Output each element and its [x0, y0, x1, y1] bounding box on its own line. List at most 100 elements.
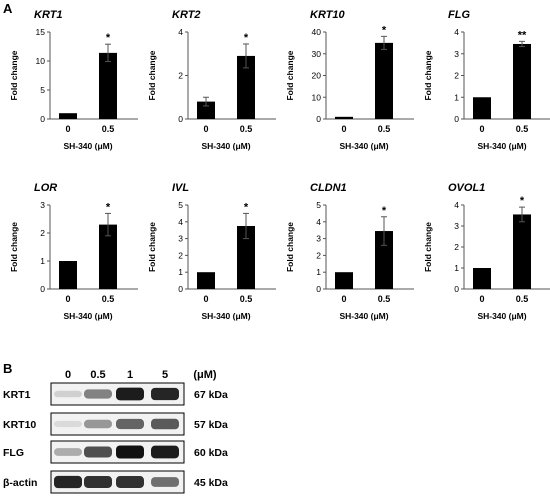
blot-concentration-label: 0: [65, 369, 71, 381]
blot-band: [151, 477, 179, 487]
blot-protein-label: KRT1: [3, 389, 31, 401]
y-tick-label: 10: [36, 56, 46, 66]
chart-title: KRT10: [310, 9, 346, 21]
y-tick-label: 0: [316, 284, 321, 294]
x-tick-label: 0: [65, 124, 70, 134]
western-blot: 0 0.5 1 5 (μM) KRT1 67 kDa KRT10 57 kDa FLG 60 kDa…: [3, 369, 228, 494]
chart-title: KRT1: [34, 9, 63, 21]
y-tick-label: 4: [454, 200, 459, 210]
chart-krt1: KRT1 Fold change 0 5 10 15 0 * 0.5 SH-340 (μM): [9, 9, 138, 151]
chart-lor: LOR Fold change 0 1 2 3 0 * 0.5 SH-340 (μM): [9, 182, 138, 321]
x-axis-label: SH-340 (μM): [63, 311, 112, 321]
significance-marker: *: [382, 24, 387, 36]
bar: [197, 272, 215, 289]
y-tick-label: 5: [316, 200, 321, 210]
bar: [99, 52, 117, 119]
bar: [335, 116, 353, 119]
bar: [375, 231, 393, 289]
x-tick-label: 0.5: [240, 124, 253, 134]
bar: [513, 43, 531, 119]
chart-ovol1: OVOL1 Fold change 0 1 2 3 4 0 * 0.5 SH-340 (μM): [423, 182, 550, 321]
y-tick-label: 0: [178, 284, 183, 294]
y-tick-label: 3: [316, 234, 321, 244]
blot-concentration-label: 5: [162, 369, 168, 381]
blot-row-flg: FLG 60 kDa: [3, 440, 228, 464]
x-axis-label: SH-340 (μM): [201, 311, 250, 321]
x-tick-label: 0: [341, 294, 346, 304]
bar: [375, 42, 393, 119]
chart-title: KRT2: [172, 9, 201, 21]
y-tick-label: 1: [454, 92, 459, 102]
x-axis-label: SH-340 (μM): [339, 141, 388, 151]
x-tick-label: 0.5: [516, 294, 529, 304]
blot-band: [54, 390, 82, 398]
x-tick-label: 0: [341, 124, 346, 134]
y-tick-label: 0: [454, 114, 459, 124]
y-tick-label: 2: [40, 228, 45, 238]
y-tick-label: 1: [316, 267, 321, 277]
blot-band: [54, 475, 82, 489]
x-tick-label: 0: [479, 294, 484, 304]
y-tick-label: 0: [316, 114, 321, 124]
blot-unit-label: (μM): [193, 369, 217, 381]
blot-band: [84, 446, 112, 458]
y-tick-label: 40: [312, 27, 322, 37]
blot-band: [84, 419, 112, 429]
bar: [473, 268, 491, 289]
blot-row-krt10: KRT10 57 kDa: [3, 412, 228, 436]
x-axis-label: SH-340 (μM): [339, 311, 388, 321]
chart-title: LOR: [34, 182, 57, 194]
x-tick-label: 0.5: [240, 294, 253, 304]
y-tick-label: 3: [454, 221, 459, 231]
y-tick-label: 0: [40, 114, 45, 124]
y-axis-label: Fold change: [147, 222, 157, 272]
chart-cldn1: CLDN1 Fold change 0 1 2 3 4 5 0 * 0.5 SH-340 (μM): [285, 182, 414, 321]
blot-protein-label: FLG: [3, 447, 24, 459]
significance-marker: *: [106, 32, 111, 44]
blot-band: [116, 445, 144, 459]
bar: [59, 113, 77, 119]
blot-band: [116, 418, 144, 430]
chart-title: FLG: [448, 9, 470, 21]
bar: [99, 224, 117, 289]
x-axis-label: SH-340 (μM): [63, 141, 112, 151]
blot-row--actin: β-actin 45 kDa: [3, 470, 228, 494]
chart-krt2: KRT2 Fold change 0 2 4 0 * 0.5 SH-340 (μM): [147, 9, 276, 151]
x-tick-label: 0: [479, 124, 484, 134]
y-tick-label: 10: [312, 92, 322, 102]
y-tick-label: 20: [312, 71, 322, 81]
panel-b-label: B: [3, 361, 12, 376]
blot-band: [54, 420, 82, 428]
y-tick-label: 4: [454, 27, 459, 37]
chart-title: CLDN1: [310, 182, 347, 194]
bar: [237, 226, 255, 289]
blot-protein-label: β-actin: [3, 477, 37, 489]
y-tick-label: 0: [454, 284, 459, 294]
y-tick-label: 2: [454, 71, 459, 81]
blot-concentration-label: 0.5: [90, 369, 105, 381]
y-tick-label: 4: [316, 217, 321, 227]
significance-marker: **: [518, 29, 527, 41]
blot-band: [151, 445, 179, 459]
y-tick-label: 1: [454, 263, 459, 273]
x-axis-label: SH-340 (μM): [201, 141, 250, 151]
y-tick-label: 1: [178, 267, 183, 277]
significance-marker: *: [382, 205, 387, 217]
x-tick-label: 0.5: [102, 124, 115, 134]
y-tick-label: 1: [40, 256, 45, 266]
y-axis-label: Fold change: [285, 222, 295, 272]
chart-title: OVOL1: [448, 182, 485, 194]
significance-marker: *: [244, 32, 249, 44]
bar: [335, 272, 353, 289]
y-tick-label: 15: [36, 27, 46, 37]
blot-concentration-label: 1: [127, 369, 133, 381]
bar: [237, 55, 255, 119]
blot-row-krt1: KRT1 67 kDa: [3, 382, 228, 406]
y-tick-label: 30: [312, 49, 322, 59]
x-tick-label: 0.5: [516, 124, 529, 134]
bar: [473, 97, 491, 119]
blot-band: [151, 418, 179, 430]
y-tick-label: 3: [454, 49, 459, 59]
